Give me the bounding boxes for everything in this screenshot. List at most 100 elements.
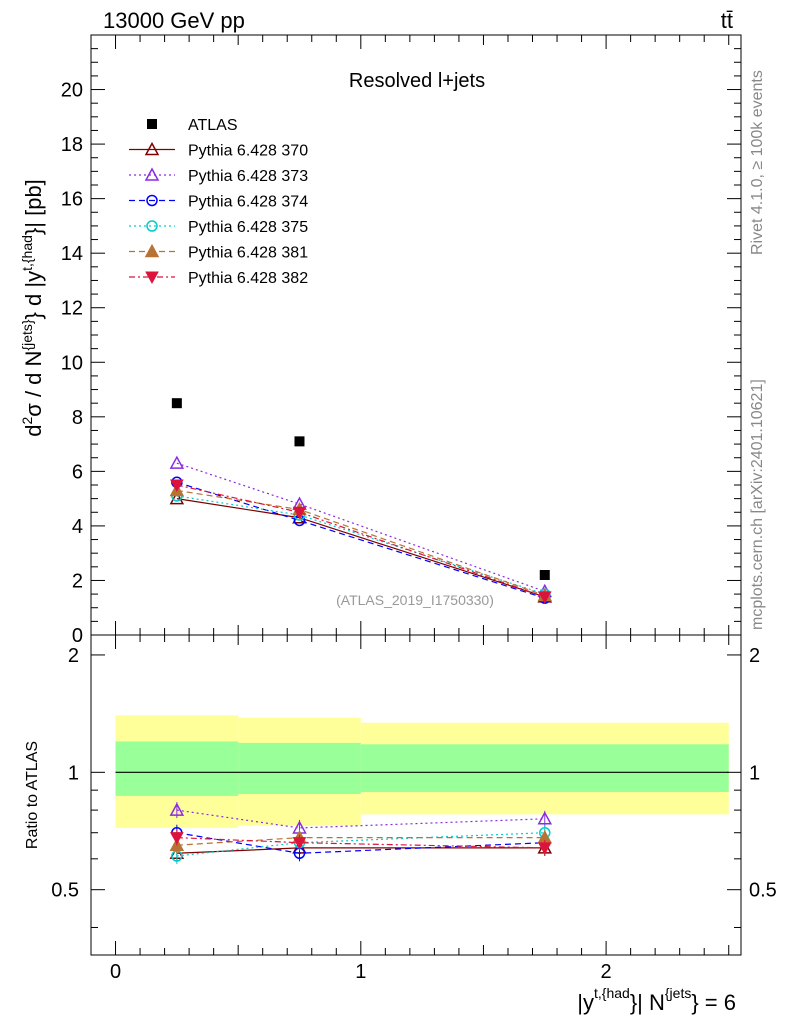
data-point [169,455,185,469]
legend-marker [146,220,158,232]
energy-label: 13000 GeV pp [103,8,245,33]
ratio-ytick-label-right: 2 [749,645,760,667]
ratio-axes: 0.5 0.5 1 1 2 2 0 1 2 [51,635,777,983]
legend-label: Pythia 6.428 370 [188,143,308,160]
ratio-bands [115,715,729,828]
ytick-label: 10 [61,352,83,374]
series-line [176,481,545,599]
main-ylabel: d2σ / d N{jets}} d |yt,{had}| [pb] [19,179,46,437]
ratio-ytick-label: 1 [68,762,79,784]
ytick-label: 14 [61,243,83,265]
xlabel-mid: }| N [630,990,665,1015]
data-point [169,491,185,505]
series-line [176,498,545,598]
series-pythia-6-428-370 [169,491,553,603]
ratio-series-pythia-6-428-374 [171,824,551,862]
series-line [176,462,545,592]
ytick-label: 8 [72,407,83,429]
legend-label: Pythia 6.428 382 [188,270,308,287]
legend-entry: Pythia 6.428 373 [129,167,308,185]
main-series-layer [169,398,553,604]
legend-marker [145,271,159,285]
series-line [176,495,545,595]
ylabel-end: }| [pb] [21,179,46,235]
xlabel-sup-thad: t,{had [594,985,630,1001]
ratio-panel: 0.5 0.5 1 1 2 2 0 1 2 Ratio to ATLAS |yt,{had}| … [24,634,777,1015]
rivet-label: Rivet 4.1.0, ≥ 100k events [749,70,766,255]
series-pythia-6-428-382 [170,479,552,604]
ratio-point [292,837,307,850]
legend-marker [147,119,157,129]
ratio-ytick-label-right: 0.5 [749,880,777,902]
legend-entry: Pythia 6.428 374 [129,194,308,211]
ylabel-brace: } d |y [21,271,46,320]
xaxis-label: |yt,{had}| N{jets} = 6 [577,985,736,1015]
ylabel-sigma: σ [21,403,46,417]
data-point [292,506,307,520]
ytick-label: 20 [61,80,83,102]
ylabel-sup-2: 2 [19,417,35,425]
legend-marker [144,141,160,156]
ratio-point [169,802,185,816]
data-point [537,591,552,604]
uncertainty-band-inner [238,742,361,794]
mcplots-label: mcplots.cern.ch [arXiv:2401.10621] [749,379,766,630]
ratio-ylabel: Ratio to ATLAS [24,741,41,849]
ylabel-sup-jets: {jets} [19,319,35,350]
xtick-label: 1 [355,961,366,983]
xlabel-sup-jets: {jets [665,985,691,1001]
xtick-label: 0 [110,961,121,983]
legend-label: ATLAS [188,117,238,134]
ratio-point [537,842,552,855]
ylabel-d: d [21,425,46,437]
xtick-label: 2 [601,961,612,983]
ratio-ytick-label: 2 [68,645,79,667]
data-point [170,479,184,493]
analysis-watermark: (ATLAS_2019_I1750330) [336,592,494,608]
ratio-line [176,809,545,829]
legend-entry: Pythia 6.428 382 [129,270,308,287]
chart-title: Resolved l+jets [349,70,485,92]
ratio-point [170,832,184,845]
process-label: tt̄ [721,8,733,33]
ylabel-dn: d N [21,351,46,385]
series-line [176,484,545,598]
ratio-line [176,832,545,857]
ytick-label: 2 [72,570,83,592]
legend-entry: ATLAS [147,117,238,134]
ratio-series-layer [169,802,553,865]
xlabel-pre: |y [577,990,594,1015]
series-pythia-6-428-381 [169,482,553,602]
xlabel-post: } = 6 [691,990,736,1015]
data-point [539,570,550,580]
ratio-ytick-label-right: 1 [749,762,760,784]
ytick-label: 6 [72,461,83,483]
data-point [294,436,305,447]
main-panel: 0 2 4 6 8 10 12 14 16 18 20 Resolved l+jets (ATLAS… [19,34,742,647]
ratio-point [537,811,553,825]
series-line [176,489,545,597]
legend-label: Pythia 6.428 381 [188,245,308,262]
legend-marker [144,243,160,258]
legend-entry: Pythia 6.428 370 [129,141,308,160]
legend-entry: Pythia 6.428 375 [129,219,308,236]
legend-label: Pythia 6.428 375 [188,219,308,236]
ytick-label: 0 [72,625,83,647]
ylabel-sup-thad: t,{had [19,235,35,271]
data-point [171,398,182,409]
ylabel-sep: / [21,385,46,403]
legend-entry: Pythia 6.428 381 [129,243,308,262]
series-pythia-6-428-373 [169,455,553,598]
legend-label: Pythia 6.428 374 [188,194,308,211]
ytick-label: 4 [72,516,83,538]
ytick-label: 12 [61,298,83,320]
legend-label: Pythia 6.428 373 [188,168,308,185]
legend: ATLAS Pythia 6.428 370 Pythia 6.428 373 Pyt… [129,117,308,287]
legend-marker [144,167,160,181]
ytick-label: 16 [61,189,83,211]
series-atlas [171,398,550,580]
main-yaxis: 0 2 4 6 8 10 12 14 16 18 20 [61,34,741,647]
uncertainty-band-inner [115,741,239,796]
ratio-series-pythia-6-428-382 [170,829,552,856]
